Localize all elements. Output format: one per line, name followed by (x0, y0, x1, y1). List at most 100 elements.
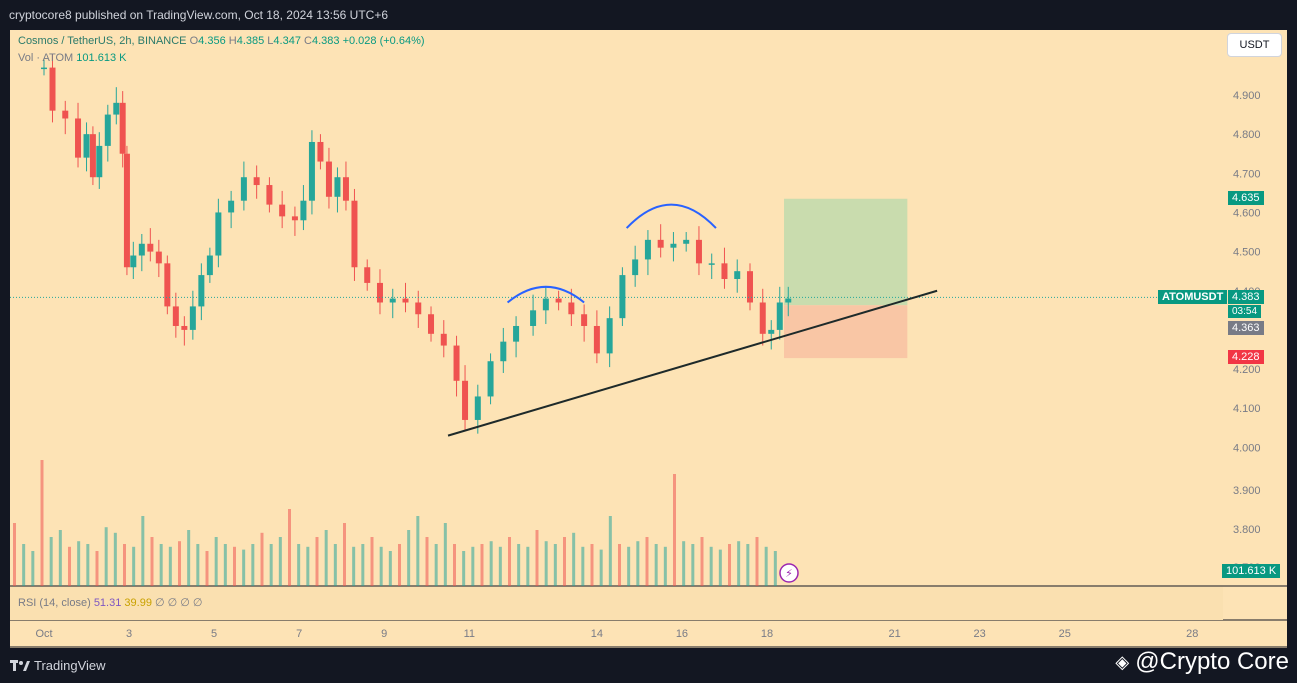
volume-bar (453, 544, 456, 586)
candle-body (130, 255, 137, 268)
lightning-icon: ⚡ (785, 567, 793, 580)
candle-body (89, 134, 96, 178)
volume-bar (654, 544, 658, 586)
volume-bar (398, 544, 401, 586)
volume-bar (563, 537, 566, 586)
volume-bar (746, 544, 750, 586)
volume-bar (572, 532, 576, 586)
volume-bar (434, 544, 438, 586)
candle-body (49, 67, 56, 111)
y-tick-label: 4.500 (1233, 247, 1261, 259)
y-tick-label: 4.200 (1233, 364, 1261, 376)
volume-bar (141, 516, 145, 586)
candle-body (428, 314, 435, 334)
high-label: H (228, 35, 237, 47)
volume-bar (315, 537, 319, 586)
publisher-bar: cryptocore8 published on TradingView.com… (0, 0, 1297, 30)
y-tick-label: 4.800 (1233, 129, 1261, 141)
volume-bar (168, 546, 172, 586)
candle-body (351, 200, 358, 268)
tradingview-logo-text: TradingView (34, 658, 106, 673)
candle-body (644, 239, 651, 260)
volume-bar (416, 516, 420, 586)
candle-body (376, 282, 383, 303)
candle-body (402, 298, 409, 303)
candle-body (619, 275, 626, 319)
trendline (447, 289, 938, 437)
volume-bar (150, 537, 154, 586)
publisher-text: cryptocore8 published on TradingView.com… (9, 8, 389, 22)
candle-body (96, 145, 103, 178)
y-tick-label: 4.100 (1233, 403, 1261, 415)
open-label: O (189, 35, 199, 47)
candle-body (189, 306, 196, 330)
candle-body (138, 243, 145, 256)
x-tick-label: 23 (974, 628, 986, 640)
candle-body (75, 118, 82, 158)
change-value: +0.028 (+0.64%) (342, 35, 425, 47)
volume-bar (49, 537, 53, 586)
candle-body (123, 153, 130, 268)
loss-zone (784, 305, 908, 359)
y-tick-label: 4.900 (1233, 90, 1261, 102)
volume-bar (673, 474, 676, 586)
candle-body (300, 200, 307, 221)
volume-price-label: 101.613 K (1222, 564, 1281, 578)
volume-bar (489, 541, 493, 586)
candle-body (542, 298, 549, 311)
x-tick-label: 5 (211, 628, 217, 640)
price-chart[interactable]: 4.0004.1004.2004.3004.4004.5004.6004.700… (0, 0, 1297, 650)
volume-bar (343, 523, 346, 586)
lightning-badge (779, 563, 799, 583)
rsi-pane (10, 587, 1223, 620)
volume-bar (233, 546, 236, 586)
candle-body (670, 243, 677, 248)
candle-body (734, 271, 741, 280)
low-value: 4.347 (273, 35, 301, 47)
volume-bar (306, 546, 310, 586)
candle-body (593, 325, 600, 354)
volume-bar (95, 551, 99, 586)
last-price-label: 4.383 (1228, 290, 1264, 304)
price-axis (1223, 30, 1287, 648)
volume-bar (40, 460, 44, 586)
volume-bar (682, 541, 686, 586)
candle-body (768, 329, 775, 334)
currency-button[interactable]: USDT (1227, 33, 1282, 57)
target-price-label: 4.635 (1228, 191, 1264, 205)
volume-bar (728, 544, 731, 586)
rsi-header: RSI (14, close) 51.31 39.99 ∅ ∅ ∅ ∅ (18, 596, 203, 609)
candle-body (364, 267, 371, 283)
volume-bar (178, 541, 181, 586)
volume-label: Vol · ATOM (18, 52, 74, 64)
volume-bar (388, 551, 392, 586)
volume-bar (508, 537, 511, 586)
rsi-ma-value: 39.99 (124, 597, 152, 609)
candle-body (279, 204, 286, 217)
candle-body (453, 345, 460, 381)
volume-bar (645, 537, 649, 586)
open-value: 4.356 (198, 35, 226, 47)
x-tick-label: Oct (35, 628, 52, 640)
candle-body (785, 298, 792, 303)
tradingview-logo[interactable]: TradingView (10, 658, 106, 673)
candle-body (119, 102, 126, 154)
candle-body (708, 263, 715, 265)
close-label: C (304, 35, 312, 47)
candle-body (317, 141, 324, 162)
candle-body (389, 298, 396, 303)
candle-body (147, 243, 154, 252)
candle-body (113, 102, 120, 115)
volume-bar (260, 532, 264, 586)
volume-bar (113, 532, 117, 586)
candle-body (215, 212, 222, 256)
candle-body (342, 177, 349, 201)
ticker-tag: ATOMUSDT (1158, 290, 1228, 304)
volume-bar (31, 551, 35, 586)
volume-bar (13, 523, 16, 586)
rsi-extras: ∅ ∅ ∅ ∅ (155, 597, 203, 609)
volume-bar (86, 544, 90, 586)
volume-bar (462, 551, 466, 586)
x-tick-label: 21 (888, 628, 900, 640)
volume-bar (590, 544, 594, 586)
